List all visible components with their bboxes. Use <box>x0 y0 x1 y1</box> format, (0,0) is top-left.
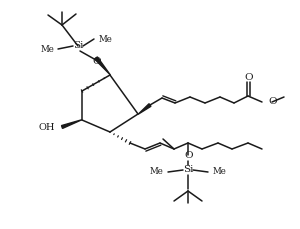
Text: OH: OH <box>38 123 55 131</box>
Text: O: O <box>245 73 253 82</box>
Text: Me: Me <box>149 167 163 177</box>
Text: Si: Si <box>183 166 193 174</box>
Text: O: O <box>185 152 193 161</box>
Polygon shape <box>94 57 110 75</box>
Text: Me: Me <box>40 44 54 54</box>
Text: Me: Me <box>213 167 227 177</box>
Text: Me: Me <box>99 35 113 44</box>
Text: O: O <box>268 98 277 106</box>
Polygon shape <box>61 120 82 128</box>
Text: O: O <box>93 57 101 66</box>
Text: Si: Si <box>73 41 83 51</box>
Polygon shape <box>138 104 151 114</box>
